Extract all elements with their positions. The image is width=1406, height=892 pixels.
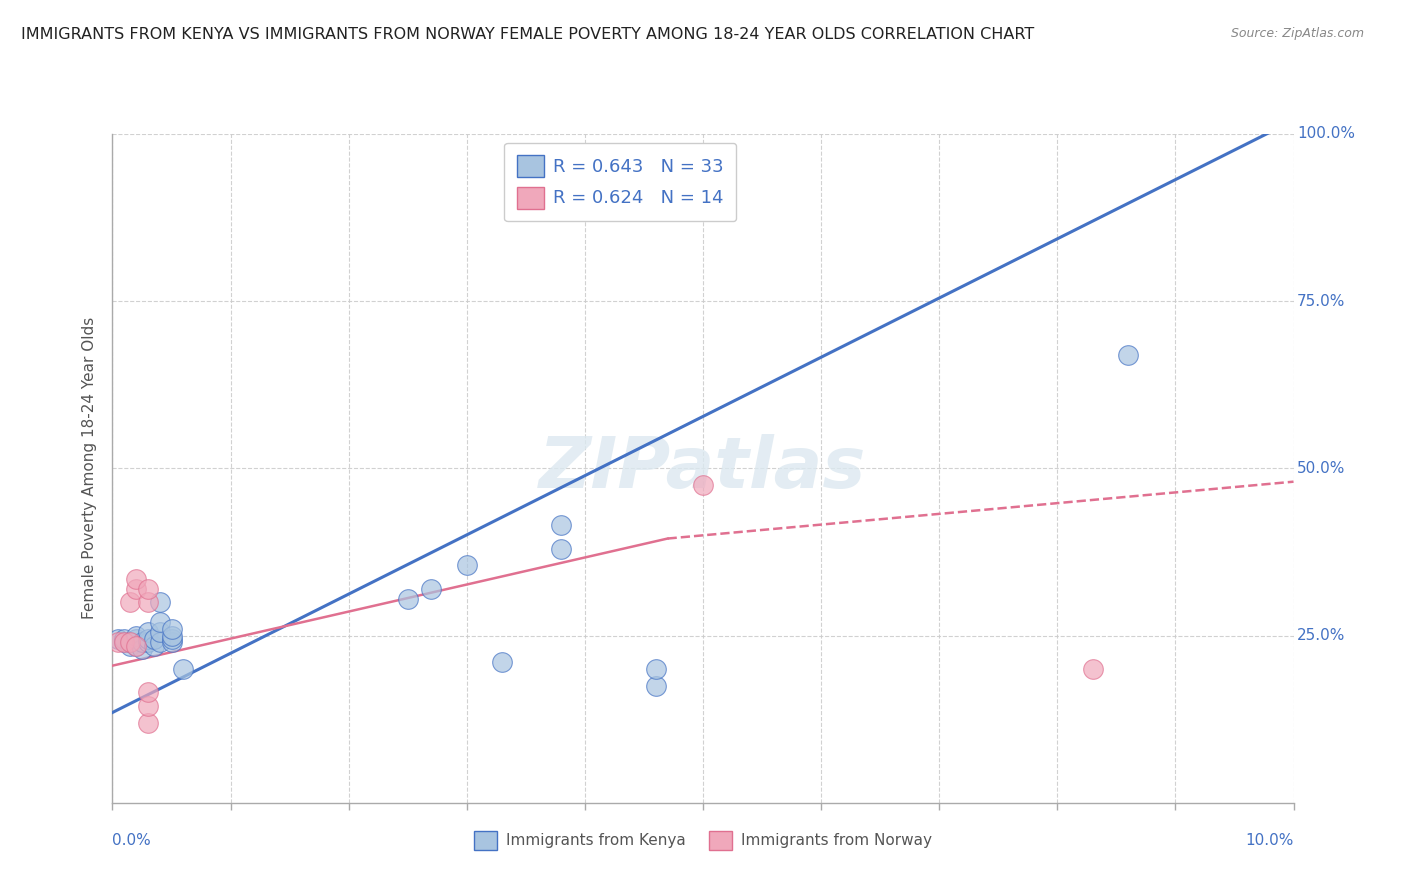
Point: [160, 632, 183, 646]
Point: [420, 582, 443, 596]
Point: [136, 632, 159, 646]
Point: [396, 591, 419, 606]
Point: [172, 662, 194, 676]
Point: [160, 635, 183, 649]
Point: [131, 635, 153, 649]
Text: Source: ZipAtlas.com: Source: ZipAtlas.com: [1230, 27, 1364, 40]
Point: [136, 715, 159, 730]
Point: [136, 595, 159, 609]
Point: [107, 635, 129, 649]
Point: [125, 632, 148, 646]
Point: [125, 628, 148, 642]
Point: [125, 639, 148, 653]
Text: 0.0%: 0.0%: [112, 833, 152, 848]
Point: [456, 558, 478, 573]
Point: [120, 639, 142, 653]
Text: 50.0%: 50.0%: [1298, 461, 1346, 475]
Point: [120, 635, 142, 649]
Legend: Immigrants from Kenya, Immigrants from Norway: Immigrants from Kenya, Immigrants from N…: [465, 822, 941, 859]
Point: [550, 541, 572, 556]
Point: [149, 635, 172, 649]
Point: [136, 582, 159, 596]
Point: [160, 622, 183, 636]
Point: [136, 685, 159, 699]
Point: [644, 662, 666, 676]
Y-axis label: Female Poverty Among 18-24 Year Olds: Female Poverty Among 18-24 Year Olds: [82, 318, 97, 619]
Text: 100.0%: 100.0%: [1298, 127, 1355, 141]
Point: [491, 655, 513, 669]
Text: 10.0%: 10.0%: [1246, 833, 1294, 848]
Point: [136, 635, 159, 649]
Text: 75.0%: 75.0%: [1298, 293, 1346, 309]
Text: IMMIGRANTS FROM KENYA VS IMMIGRANTS FROM NORWAY FEMALE POVERTY AMONG 18-24 YEAR : IMMIGRANTS FROM KENYA VS IMMIGRANTS FROM…: [21, 27, 1035, 42]
Point: [1116, 348, 1139, 362]
Point: [160, 628, 183, 642]
Point: [149, 625, 172, 640]
Point: [644, 679, 666, 693]
Point: [136, 625, 159, 640]
Point: [112, 635, 135, 649]
Text: ZIPatlas: ZIPatlas: [540, 434, 866, 503]
Point: [149, 615, 172, 630]
Point: [107, 632, 129, 646]
Text: 25.0%: 25.0%: [1298, 628, 1346, 643]
Point: [550, 518, 572, 533]
Point: [1081, 662, 1104, 676]
Point: [112, 635, 135, 649]
Point: [125, 582, 148, 596]
Point: [692, 478, 714, 492]
Point: [125, 639, 148, 653]
Point: [136, 698, 159, 713]
Point: [120, 595, 142, 609]
Point: [142, 632, 165, 646]
Point: [120, 635, 142, 649]
Point: [149, 595, 172, 609]
Point: [142, 639, 165, 653]
Point: [112, 632, 135, 646]
Point: [131, 642, 153, 657]
Point: [125, 572, 148, 586]
